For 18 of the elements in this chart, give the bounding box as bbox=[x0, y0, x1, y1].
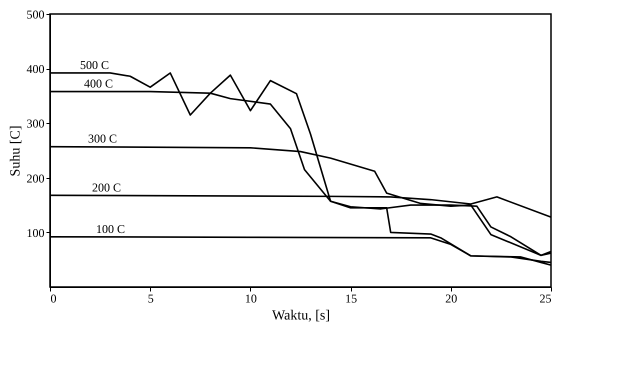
x-tick-label: 15 bbox=[345, 292, 358, 306]
series-label: 300 C bbox=[88, 132, 118, 146]
y-axis-title: Suhu [C] bbox=[8, 126, 24, 176]
series-label: 100 C bbox=[96, 222, 126, 236]
x-tick-label: 20 bbox=[445, 292, 458, 306]
y-tick-label: 500 bbox=[26, 8, 44, 22]
y-tick-label: 300 bbox=[26, 116, 44, 131]
y-tick-label: 200 bbox=[26, 171, 44, 186]
x-axis-title: Waktu, [s] bbox=[272, 308, 330, 324]
series-label: 200 C bbox=[92, 180, 122, 194]
x-tick-label: 5 bbox=[148, 292, 154, 306]
y-tick-label: 400 bbox=[26, 62, 44, 76]
x-tick-label: 0 bbox=[50, 292, 56, 306]
x-tick-label: 10 bbox=[244, 292, 257, 306]
x-tick-label: 25 bbox=[540, 292, 552, 306]
series-label: 500 C bbox=[80, 58, 110, 72]
series-label: 400 C bbox=[84, 76, 114, 91]
y-tick-label: 100 bbox=[26, 226, 44, 240]
